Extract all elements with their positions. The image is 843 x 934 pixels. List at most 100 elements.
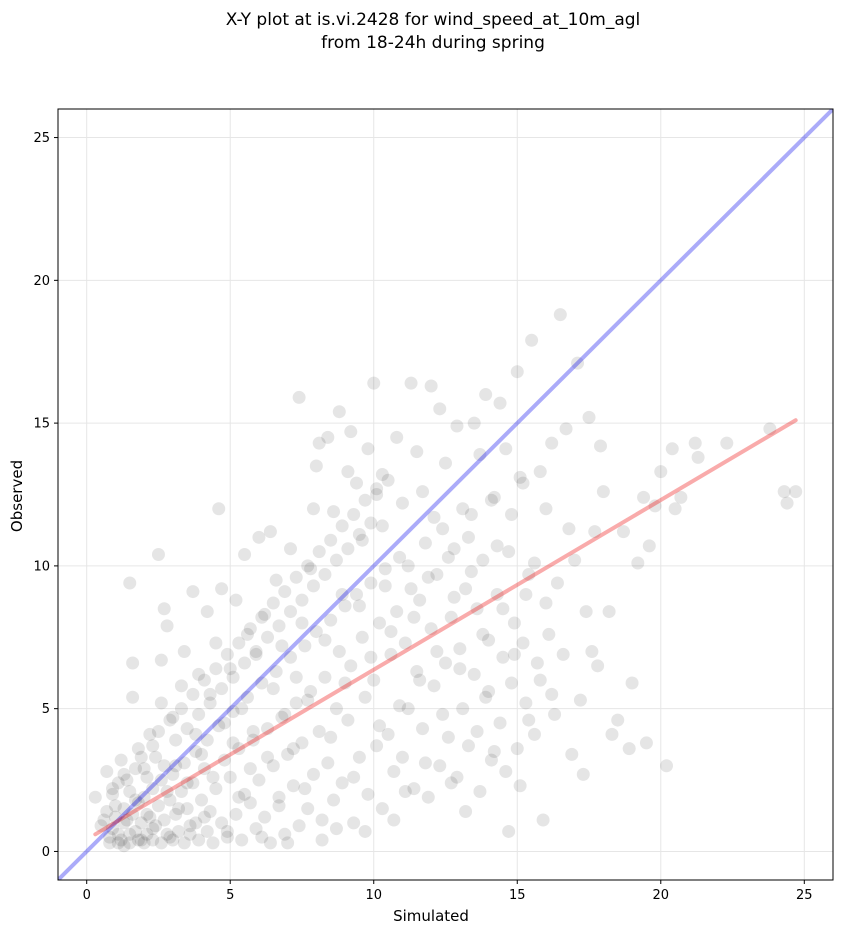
- data-point: [510, 365, 524, 379]
- data-point: [157, 813, 171, 827]
- chart-title-line-1: X-Y plot at is.vi.2428 for wind_speed_at…: [226, 10, 641, 30]
- data-point: [131, 796, 145, 810]
- data-point: [401, 702, 415, 716]
- data-point: [450, 419, 464, 433]
- data-point: [200, 733, 214, 747]
- data-point: [284, 650, 297, 664]
- data-point: [261, 722, 275, 736]
- data-point: [602, 605, 616, 619]
- data-point: [324, 533, 338, 547]
- data-point: [195, 793, 209, 807]
- data-point: [249, 647, 263, 661]
- data-point: [674, 490, 688, 504]
- data-point: [240, 690, 254, 704]
- data-point: [103, 830, 117, 844]
- data-point: [329, 822, 343, 836]
- data-point: [596, 485, 610, 499]
- data-point: [372, 719, 386, 733]
- data-point: [169, 807, 183, 821]
- data-point: [177, 645, 191, 659]
- data-point: [556, 647, 570, 661]
- data-point: [493, 396, 507, 410]
- one-to-one-line: [58, 109, 833, 880]
- data-point: [269, 573, 283, 587]
- data-point: [223, 770, 237, 784]
- data-point: [123, 827, 137, 841]
- data-point: [789, 485, 803, 499]
- data-point: [347, 816, 361, 830]
- data-point: [539, 596, 553, 610]
- data-point: [418, 536, 432, 550]
- data-point: [622, 742, 636, 756]
- data-point: [186, 585, 200, 599]
- data-point: [120, 773, 134, 787]
- data-point: [281, 836, 295, 850]
- axis-ticks: 0 5 10 15 20 25 0 5 10 15 20 25: [33, 131, 812, 903]
- data-point: [364, 516, 378, 530]
- data-point: [195, 747, 209, 761]
- data-point: [482, 685, 496, 699]
- data-point: [295, 736, 309, 750]
- data-point: [413, 593, 427, 607]
- data-point: [243, 796, 257, 810]
- y-axis-label: Observed: [8, 460, 26, 532]
- data-point: [215, 816, 229, 830]
- data-point: [180, 776, 194, 790]
- data-point: [476, 627, 490, 641]
- data-point: [88, 790, 102, 804]
- data-point: [720, 436, 734, 450]
- data-point: [516, 476, 530, 490]
- data-point: [527, 556, 541, 570]
- data-point: [154, 696, 168, 710]
- data-point: [513, 779, 527, 793]
- data-point: [258, 810, 272, 824]
- data-point: [229, 593, 243, 607]
- data-point: [519, 587, 533, 601]
- data-point: [114, 753, 128, 767]
- data-point: [436, 522, 450, 536]
- data-point: [505, 507, 519, 521]
- data-point: [289, 570, 303, 584]
- data-point: [157, 759, 171, 773]
- data-point: [441, 730, 455, 744]
- data-point: [177, 836, 191, 850]
- data-point: [763, 422, 777, 436]
- data-point: [352, 527, 366, 541]
- data-point: [106, 787, 120, 801]
- data-point: [255, 830, 269, 844]
- data-point: [129, 762, 142, 776]
- data-point: [226, 736, 240, 750]
- data-point: [393, 699, 407, 713]
- data-point: [329, 553, 343, 567]
- data-point: [605, 727, 619, 741]
- data-point: [324, 730, 338, 744]
- data-point: [189, 816, 203, 830]
- data-point: [252, 530, 266, 544]
- data-point: [163, 793, 177, 807]
- data-point: [183, 827, 197, 841]
- data-point: [413, 673, 427, 687]
- data-point: [611, 713, 625, 727]
- data-point: [206, 836, 220, 850]
- data-point: [203, 804, 217, 818]
- data-point: [453, 642, 467, 656]
- data-point: [209, 636, 223, 650]
- data-point: [192, 667, 206, 681]
- data-point: [315, 813, 329, 827]
- x-tick-label: 15: [509, 888, 526, 903]
- data-point: [421, 570, 435, 584]
- data-point: [252, 773, 266, 787]
- data-point: [329, 702, 343, 716]
- data-point: [487, 490, 501, 504]
- data-point: [146, 822, 160, 836]
- data-point: [427, 679, 441, 693]
- data-point: [243, 762, 257, 776]
- data-point: [174, 784, 188, 798]
- data-point: [174, 702, 188, 716]
- data-point: [215, 682, 229, 696]
- data-point: [545, 436, 559, 450]
- data-point: [151, 547, 165, 561]
- data-point: [217, 753, 231, 767]
- data-point: [370, 488, 384, 501]
- data-point: [367, 673, 381, 687]
